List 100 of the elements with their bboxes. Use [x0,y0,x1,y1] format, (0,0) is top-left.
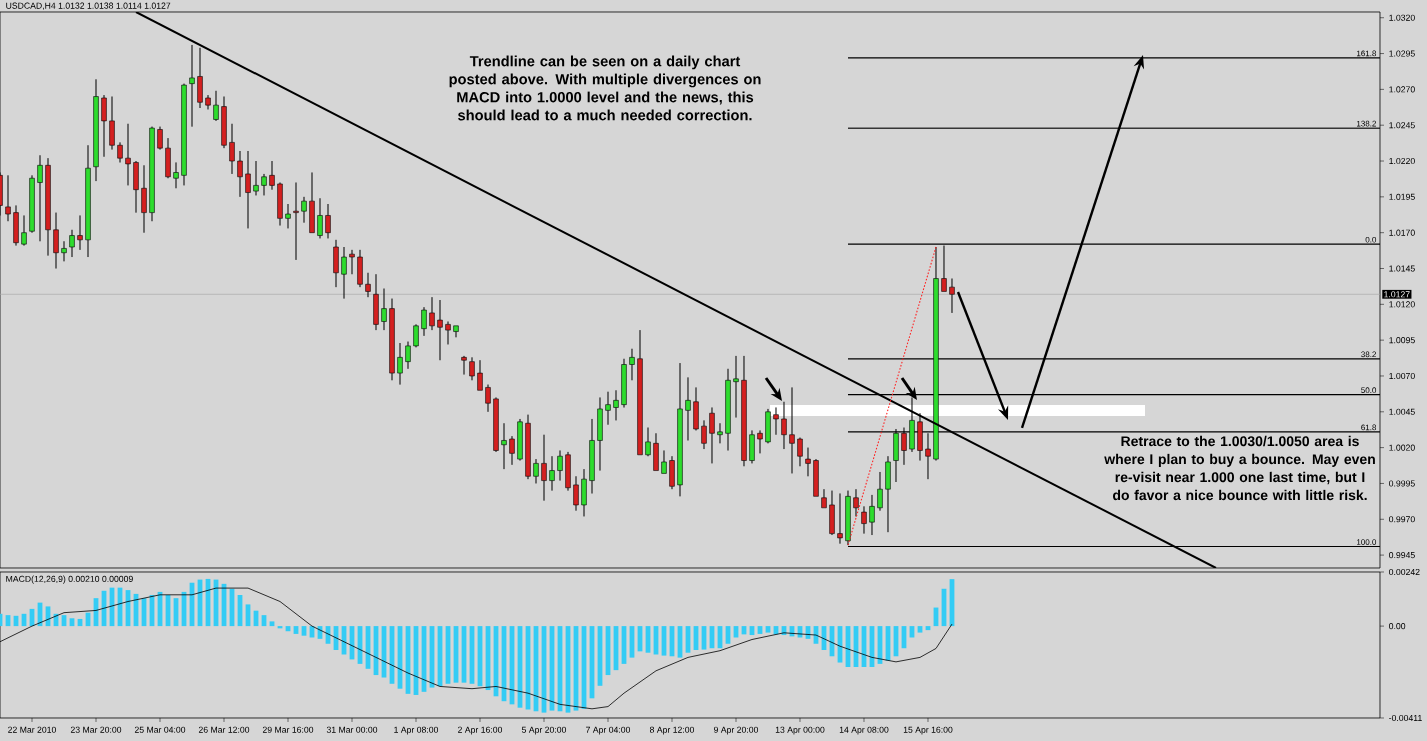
candlestick [509,435,515,466]
candlestick [141,165,147,233]
candlestick [205,94,211,110]
y-tick-label: 0.00 [1389,623,1406,630]
x-tick-label: 29 Mar 16:00 [262,726,314,733]
x-tick-label: 5 Apr 20:00 [521,726,567,735]
y-tick-label: 0.00242 [1389,568,1420,576]
x-tick-label: 2 Apr 16:00 [458,726,503,735]
candlestick [101,94,107,158]
candlestick [21,215,27,246]
candlestick [117,142,123,163]
annotation: 38.2 [1361,351,1377,358]
candlestick [413,324,419,348]
candlestick [525,414,531,480]
candlestick [421,306,427,337]
candlestick [189,44,195,127]
y-tick-label: 1.0095 [1389,337,1415,344]
candlestick [845,490,851,546]
candlestick [605,391,611,425]
annotation: 0.0 [1365,236,1377,243]
annotation: 100.0 [1357,539,1377,545]
x-tick-label: 22 Mar 2010 [8,726,56,733]
chart-title: USDCAD,H4 1.0132 1.0138 1.0114 1.0127 [6,2,171,10]
y-tick-label: 1.0295 [1389,50,1415,57]
candlestick [253,160,259,196]
candlestick [397,342,403,385]
candlestick [301,196,307,223]
candlestick [749,430,755,464]
bar [765,626,771,633]
annotation: 138.2 [1357,120,1377,127]
x-tick-label: 7 Apr 04:00 [586,726,631,735]
x-tick-label: 8 Apr 12:00 [649,726,695,735]
annotation: 50.0 [1361,387,1377,394]
candlestick [861,506,867,534]
candlestick [725,368,731,451]
candlestick [429,296,435,331]
candlestick [781,401,787,450]
candlestick [109,96,115,150]
candlestick [133,160,139,213]
candlestick [493,397,499,453]
candlestick [597,397,603,471]
annotation: 161.8 [1357,50,1377,57]
y-tick-label: 1.0045 [1389,408,1415,415]
candlestick [829,490,835,536]
candlestick [37,154,43,242]
candlestick [541,434,547,501]
candlestick [765,408,771,444]
candlestick [677,362,683,497]
annotation: Trendline can be seen on a daily chart posted above. With multiple divergences on MACD into 1.0000 level and the news, this should lead to a much needed correction. [449,55,761,121]
bar [917,626,923,633]
x-tick-label: 31 Mar 00:00 [326,726,378,733]
candlestick [29,175,35,233]
candlestick [773,407,779,436]
candlestick [5,175,11,222]
y-tick-label: 1.0220 [1389,157,1415,165]
candlestick [813,458,819,497]
y-tick-label: 1.0070 [1389,372,1415,380]
candlestick [589,418,595,494]
candlestick [821,488,827,509]
y-tick-label: 1.0020 [1389,444,1415,451]
candlestick [293,182,299,261]
chart-title: MACD(12,26,9) 0.00210 0.00009 [6,575,133,584]
candlestick [445,321,451,345]
y-tick-label: 0.9945 [1389,552,1415,559]
candlestick [197,47,203,109]
y-tick-label: 1.0270 [1389,86,1415,93]
candlestick [221,96,227,149]
candlestick [877,471,883,511]
candlestick [693,387,699,431]
candlestick [653,432,659,471]
candlestick [13,205,19,246]
candlestick [869,494,875,536]
candlestick [757,430,763,454]
candlestick [573,475,579,511]
candlestick [557,450,563,481]
ref-line-label: 1.0127 [1384,291,1410,298]
candlestick [885,455,891,533]
x-tick-label: 14 Apr 08:00 [839,726,889,735]
candlestick [461,355,467,375]
candlestick [613,390,619,421]
candlestick [325,203,331,239]
candlestick [165,137,171,179]
candlestick [69,229,75,258]
candlestick [405,341,411,370]
candlestick [789,387,795,474]
candlestick [341,246,347,299]
candlestick [549,455,555,491]
candlestick [285,203,291,229]
x-tick-label: 13 Apr 00:00 [775,726,825,735]
y-tick-label: 1.0195 [1389,193,1415,200]
candlestick [949,278,955,314]
candlestick [669,455,675,490]
candlestick [685,377,691,441]
candlestick [477,359,483,391]
candlestick [733,355,739,418]
y-tick-label: 0.9995 [1389,480,1415,487]
candlestick [717,422,723,444]
x-tick-label: 15 Apr 16:00 [903,726,953,735]
candlestick [149,126,155,222]
candlestick [269,160,275,190]
